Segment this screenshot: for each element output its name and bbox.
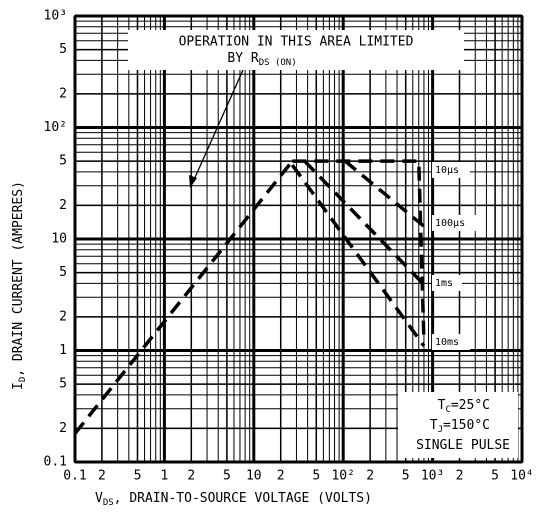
legend-bg (432, 215, 478, 231)
curves (73, 159, 426, 435)
condition-sub: J (438, 425, 443, 435)
series-label: 100µs (435, 218, 465, 229)
x-axis-sub: DS (103, 498, 114, 508)
soa-curve (303, 159, 426, 286)
x-tick-label: 5 (491, 469, 499, 484)
x-tick-label: 10³ (421, 469, 444, 484)
x-tick-label: 5 (312, 469, 320, 484)
grid (73, 14, 524, 464)
soa-curve (292, 159, 426, 342)
x-axis-label: VDS, DRAIN-TO-SOURCE VOLTAGE (VOLTS) (95, 491, 372, 508)
x-axis-symbol: V (95, 491, 103, 506)
y-axis-text: , DRAIN CURRENT (AMPERES) (11, 181, 26, 377)
y-tick-label: 2 (59, 198, 67, 213)
annotation-text: OPERATION IN THIS AREA LIMITED (179, 35, 414, 50)
x-tick-label: 10 (246, 469, 262, 484)
y-axis-label: ID, DRAIN CURRENT (AMPERES) (11, 181, 28, 390)
condition-sub: C (445, 405, 450, 415)
x-axis-text: , DRAIN-TO-SOURCE VOLTAGE (VOLTS) (114, 491, 372, 506)
y-tick-label: 5 (59, 377, 67, 392)
condition-value: SINGLE PULSE (416, 438, 510, 453)
y-tick-label: 5 (59, 154, 67, 169)
y-axis-symbol: I (11, 382, 26, 390)
annotation-text: BY R (227, 51, 258, 66)
series-label: 10ms (435, 337, 459, 348)
x-tick-label: 5 (134, 469, 142, 484)
conditions-box (398, 392, 518, 458)
x-tick-label: 2 (366, 469, 374, 484)
condition-text: TJ=150°C (430, 418, 490, 435)
x-tick-label: 2 (98, 469, 106, 484)
condition-value: =150°C (443, 418, 490, 433)
x-tick-label: 10² (331, 469, 354, 484)
soa-curve (343, 159, 426, 228)
annotation-text: BY RDS (ON) (227, 51, 296, 68)
x-tick-label: 5 (402, 469, 410, 484)
series-label: 10µs (435, 165, 459, 176)
condition-value: =25°C (451, 398, 490, 413)
y-tick-label: 10³ (44, 9, 67, 24)
y-tick-label: 2 (59, 421, 67, 436)
y-tick-label: 5 (59, 265, 67, 280)
condition-symbol: T (438, 398, 446, 413)
x-tick-label: 5 (223, 469, 231, 484)
y-tick-label: 5 (59, 42, 67, 57)
x-tick-label: 2 (277, 469, 285, 484)
series-label: 1ms (435, 278, 453, 289)
annotation-box (128, 30, 464, 70)
soa-curve (290, 164, 426, 347)
y-tick-label: 1 (59, 343, 67, 358)
y-tick-label: 2 (59, 309, 67, 324)
y-tick-label: 2 (59, 86, 67, 101)
soa-curve (73, 159, 294, 435)
y-tick-label: 10 (51, 232, 67, 247)
condition-text: SINGLE PULSE (416, 438, 510, 453)
y-axis-sub: D (18, 377, 28, 382)
y-tick-label: 0.1 (44, 455, 67, 470)
legend-bg (432, 334, 470, 350)
y-tick-label: 10² (44, 120, 67, 135)
x-tick-label: 10⁴ (510, 469, 533, 484)
x-tick-label: 0.1 (63, 469, 86, 484)
legend-bg (432, 162, 470, 178)
x-tick-label: 1 (160, 469, 168, 484)
condition-symbol: T (430, 418, 438, 433)
x-tick-label: 2 (187, 469, 195, 484)
arrow-head (189, 175, 197, 188)
labels: 0.1 2 5 1 2 5 10 2 5 10² 2 5 10³ 2 5 10⁴ 0.1 2 5 1 2 5 10 2 5 10²… (11, 9, 534, 508)
condition-text: TC=25°C (438, 398, 490, 415)
legend-bg (432, 275, 462, 291)
plot-frame (74, 15, 523, 463)
annotation-sub: DS (ON) (259, 58, 297, 68)
x-tick-label: 2 (456, 469, 464, 484)
arrow-line (192, 69, 244, 183)
